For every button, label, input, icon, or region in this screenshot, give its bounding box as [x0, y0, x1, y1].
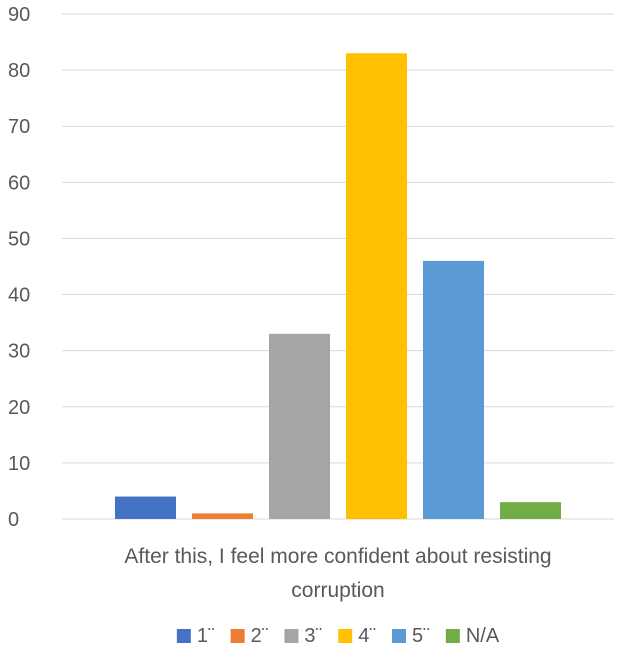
legend: 1¨ 2¨ 3¨ 4¨ 5¨ N/A	[176, 625, 500, 647]
y-tick-label: 20	[8, 397, 30, 419]
y-tick-label: 60	[8, 172, 30, 194]
category-label: After this, I feel more confident about …	[124, 545, 551, 602]
gridlines	[62, 13, 614, 520]
legend-label: 2¨	[251, 625, 269, 647]
legend-swatch	[176, 629, 191, 643]
y-tick-label: 40	[8, 285, 30, 307]
legend-label: 5¨	[412, 625, 430, 647]
y-tick-label: 30	[8, 341, 30, 363]
legend-swatch	[230, 629, 245, 643]
y-tick-label: 70	[8, 116, 30, 138]
bar	[269, 333, 330, 519]
y-tick-label: 0	[8, 509, 19, 531]
bar	[115, 496, 176, 519]
legend-swatch	[392, 629, 407, 643]
bar	[500, 502, 561, 519]
bars	[115, 53, 561, 520]
legend-swatch	[284, 629, 299, 643]
y-axis-ticks: 0 10 20 30 40 50 60 70 80 90	[8, 4, 30, 531]
legend-label: N/A	[466, 625, 500, 647]
y-tick-label: 10	[8, 453, 30, 475]
legend-label: 3¨	[304, 625, 322, 647]
bar	[423, 260, 484, 519]
category-label-line: corruption	[291, 579, 384, 602]
y-tick-label: 90	[8, 4, 30, 26]
y-tick-label: 80	[8, 60, 30, 82]
legend-label: 1¨	[197, 625, 215, 647]
category-label-line: After this, I feel more confident about …	[124, 545, 551, 568]
legend-swatch	[338, 629, 353, 643]
y-tick-label: 50	[8, 228, 30, 250]
legend-label: 4¨	[358, 625, 376, 647]
legend-swatch	[445, 629, 460, 643]
bar	[192, 513, 253, 519]
bar	[346, 53, 407, 520]
